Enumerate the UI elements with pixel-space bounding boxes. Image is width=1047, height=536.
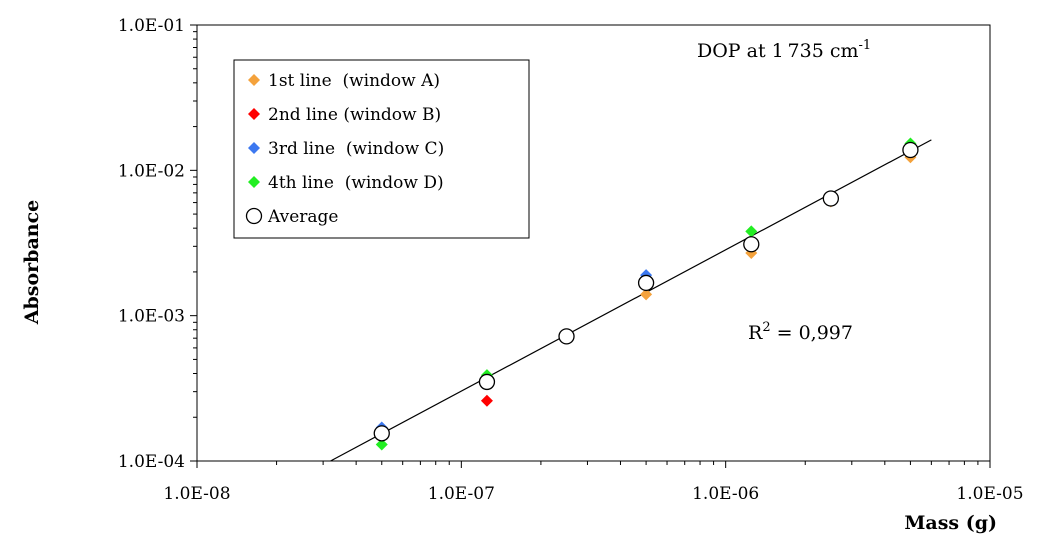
plot-frame (196, 24, 991, 462)
legend-entry: Average (245, 207, 338, 227)
legend-entry: 2nd line (window B) (248, 105, 441, 125)
r2-base: R (748, 322, 763, 344)
x-axis-title: Mass (g) (904, 512, 997, 534)
legend-entry: 1st line (window A) (248, 71, 440, 91)
legend-entry: 4th line (window D) (248, 173, 444, 193)
series-5 (373, 141, 919, 442)
tick-marks (190, 24, 991, 468)
data-point-average (558, 328, 575, 345)
legend-box (233, 59, 530, 239)
y-tick-labels: 1.0E-04 1.0E-03 1.0E-02 1.0E-01 (118, 16, 185, 472)
annotation-main: DOP at 1 735 cm (697, 40, 858, 62)
r-squared-label: R2 = 0,997 (748, 320, 853, 344)
data-point-average (822, 190, 840, 207)
y-tick-label: 1.0E-03 (118, 307, 185, 327)
r2-value: = 0,997 (771, 322, 853, 344)
data-points (373, 137, 919, 451)
legend-marker-circle (245, 207, 263, 225)
data-point-average (902, 141, 919, 159)
legend-label: 2nd line (window B) (268, 105, 441, 125)
legend-marker-diamond (248, 74, 260, 86)
legend: 1st line (window A) 2nd line (window B) 3r… (233, 59, 530, 239)
series-2 (480, 394, 493, 407)
y-tick-label: 1.0E-01 (118, 16, 185, 36)
legend-entry: 3rd line (window C) (248, 139, 444, 159)
legend-marker-diamond (248, 176, 260, 188)
y-axis-title: Absorbance (21, 200, 43, 325)
annotation-sup: -1 (858, 38, 871, 53)
chart-annotation: DOP at 1 735 cm-1 (697, 38, 871, 62)
x-tick-label: 1.0E-07 (428, 484, 495, 504)
legend-entries: 1st line (window A) 2nd line (window B) 3r… (245, 71, 444, 227)
data-point-average (373, 425, 390, 442)
data-point-diamond (375, 438, 388, 451)
x-tick-label: 1.0E-06 (692, 484, 759, 504)
data-point-diamond (640, 288, 653, 301)
legend-label: 3rd line (window C) (268, 139, 444, 159)
x-tick-label: 1.0E-05 (956, 484, 1023, 504)
legend-marker-diamond (248, 142, 260, 154)
legend-label: Average (267, 207, 338, 227)
legend-label: 1st line (window A) (268, 71, 440, 91)
data-point-diamond (480, 394, 493, 407)
data-point-average (478, 373, 496, 391)
x-tick-labels: 1.0E-08 1.0E-07 1.0E-06 1.0E-05 (163, 484, 1023, 504)
y-tick-label: 1.0E-04 (118, 452, 185, 472)
legend-marker-diamond (248, 108, 260, 120)
data-point-average (637, 274, 655, 292)
r2-sup: 2 (762, 320, 770, 335)
legend-label: 4th line (window D) (268, 173, 444, 193)
data-point-diamond (745, 225, 758, 238)
y-tick-label: 1.0E-02 (118, 161, 185, 181)
data-point-average (743, 236, 760, 253)
x-tick-label: 1.0E-08 (163, 484, 230, 504)
